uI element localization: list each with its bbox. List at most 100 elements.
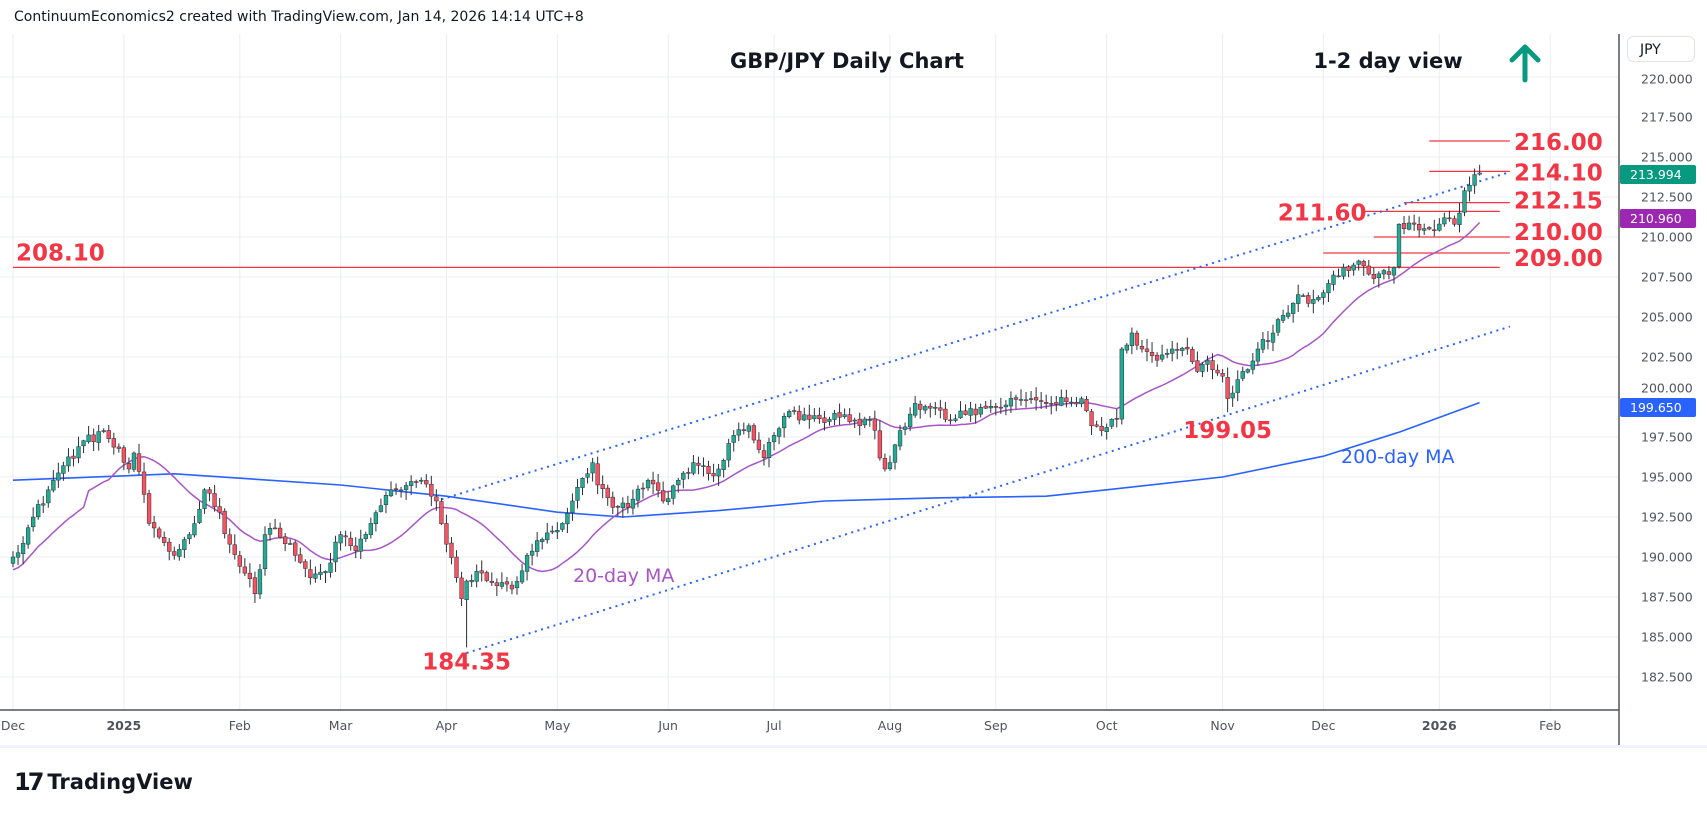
candle-up bbox=[1245, 369, 1250, 373]
candle-down bbox=[141, 471, 147, 495]
candle-up bbox=[1235, 379, 1240, 393]
time-tick-label: Jun bbox=[657, 718, 678, 733]
time-tick-label: Mar bbox=[329, 718, 353, 733]
candle-up bbox=[76, 446, 81, 459]
candle-down bbox=[807, 414, 812, 420]
candle-down bbox=[1346, 266, 1351, 271]
candle-up bbox=[1028, 398, 1034, 400]
price-axis[interactable]: 182.500 185.000 187.500 190.000 192.500 195.0… bbox=[1641, 72, 1693, 685]
candle-down bbox=[353, 545, 358, 551]
candle-up bbox=[978, 407, 983, 415]
candle-up bbox=[716, 468, 721, 477]
candle-up bbox=[988, 406, 993, 409]
candle-down bbox=[1114, 417, 1119, 420]
candle-down bbox=[106, 430, 111, 439]
currency-button[interactable]: JPY bbox=[1627, 36, 1695, 62]
candle-down bbox=[938, 407, 943, 411]
channel-lower-line[interactable] bbox=[466, 325, 1511, 654]
candle-down bbox=[459, 577, 464, 599]
candle-down bbox=[298, 554, 303, 563]
grid bbox=[0, 34, 1619, 710]
candle-down bbox=[489, 581, 494, 583]
candle-up bbox=[1124, 344, 1129, 351]
tradingview-logo[interactable]: 17 TradingView bbox=[14, 768, 193, 796]
candle-down bbox=[232, 544, 237, 555]
candle-up bbox=[333, 541, 338, 563]
candle-up bbox=[1336, 275, 1341, 278]
candle-down bbox=[247, 572, 253, 579]
candle-up bbox=[907, 413, 913, 427]
candle-down bbox=[741, 429, 746, 431]
svg-text:199.650: 199.650 bbox=[1630, 400, 1682, 415]
candle-down bbox=[449, 542, 454, 558]
candle-up bbox=[46, 489, 51, 504]
candle-up bbox=[701, 465, 706, 467]
ma200-line bbox=[12, 401, 1480, 518]
candle-up bbox=[187, 534, 192, 539]
candle-down bbox=[983, 405, 988, 409]
candle-up bbox=[1285, 312, 1291, 317]
candle-up bbox=[267, 528, 273, 535]
candle-down bbox=[136, 453, 142, 472]
candle-up bbox=[529, 550, 535, 556]
candle-down bbox=[837, 412, 842, 418]
candle-down bbox=[151, 522, 157, 529]
candle-up bbox=[781, 416, 787, 429]
candle-down bbox=[1361, 260, 1366, 267]
candle-down bbox=[1013, 397, 1019, 400]
candle-up bbox=[1230, 392, 1235, 399]
candle-down bbox=[242, 566, 247, 574]
candle-down bbox=[751, 425, 757, 441]
candle-down bbox=[1023, 399, 1029, 401]
candle-up bbox=[25, 527, 31, 545]
candle-down bbox=[1134, 332, 1140, 346]
candle-down bbox=[277, 527, 283, 538]
candle-up bbox=[1180, 347, 1185, 351]
price-tick-label: 220.000 bbox=[1641, 72, 1693, 87]
candle-up bbox=[338, 534, 343, 544]
candle-up bbox=[1462, 190, 1467, 213]
channel-upper-line[interactable] bbox=[441, 171, 1511, 501]
candle-down bbox=[494, 582, 499, 587]
candle-up bbox=[1129, 332, 1135, 347]
candle-down bbox=[943, 408, 948, 420]
candle-up bbox=[681, 472, 686, 480]
candle-up bbox=[771, 435, 777, 443]
candle-down bbox=[227, 534, 232, 545]
candle-up bbox=[1321, 292, 1326, 298]
candle-down bbox=[1084, 399, 1089, 412]
candle-up bbox=[535, 540, 540, 552]
candle-down bbox=[1044, 402, 1049, 404]
candle-down bbox=[918, 403, 923, 410]
candle-up bbox=[776, 428, 782, 437]
candle-down bbox=[792, 410, 797, 412]
level-label: 214.10 bbox=[1514, 160, 1603, 186]
candle-down bbox=[928, 405, 933, 409]
candle-up bbox=[313, 573, 318, 579]
candle-up bbox=[131, 452, 137, 470]
candle-up bbox=[540, 539, 545, 542]
candle-down bbox=[303, 561, 308, 569]
candle-up bbox=[1442, 217, 1447, 225]
time-axis[interactable]: Dec 2025 Feb Mar Apr May Jun Jul Aug Sep Oct Nov Dec… bbox=[1, 718, 1561, 733]
candle-up bbox=[86, 434, 91, 442]
candle-down bbox=[424, 480, 429, 485]
candle-down bbox=[444, 523, 449, 545]
candle-down bbox=[625, 502, 631, 508]
level-label: 209.00 bbox=[1514, 246, 1603, 272]
bottom-border bbox=[0, 745, 1707, 748]
candle-up bbox=[1422, 228, 1427, 231]
low-point-label: 199.05 bbox=[1183, 418, 1272, 444]
price-tick-label: 212.500 bbox=[1641, 190, 1693, 205]
candle-up bbox=[177, 549, 182, 557]
price-tick-label: 197.500 bbox=[1641, 430, 1693, 445]
candle-up bbox=[726, 443, 731, 461]
price-tick-label: 187.500 bbox=[1641, 590, 1693, 605]
candle-up bbox=[1018, 399, 1024, 401]
price-tick-label: 207.500 bbox=[1641, 270, 1693, 285]
candle-down bbox=[207, 489, 212, 494]
tradingview-logo-icon: 17 bbox=[14, 768, 44, 796]
candle-up bbox=[1391, 267, 1397, 276]
candle-down bbox=[1195, 360, 1200, 372]
